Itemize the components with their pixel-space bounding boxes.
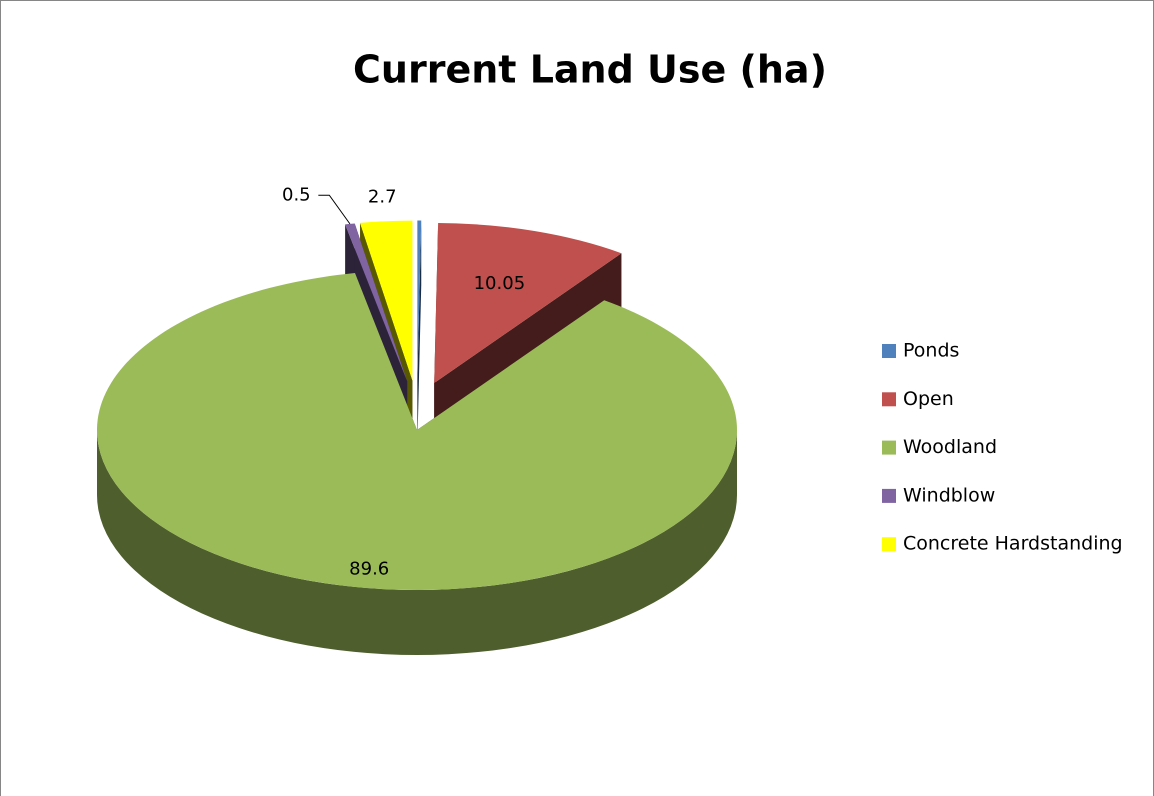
legend-swatch: [882, 488, 896, 503]
legend-swatch: [882, 344, 896, 358]
legend-swatch: [882, 440, 896, 455]
slice: [360, 220, 413, 381]
legend-label: Windblow: [903, 484, 995, 506]
slice: [434, 223, 622, 383]
leader-line: [318, 194, 351, 225]
chart-title: Current Land Use (ha): [353, 48, 827, 92]
data-label: 0.5: [282, 184, 311, 205]
data-label: 89.6: [349, 558, 389, 579]
data-label: 10.05: [474, 273, 526, 294]
slice: [345, 223, 408, 382]
pie: 10.05 89.6 0.5 2.7: [97, 184, 738, 655]
slice: [417, 220, 422, 381]
legend-swatch: [882, 392, 896, 407]
slice-side: [97, 430, 737, 655]
slice: [97, 273, 738, 591]
legend-label: Concrete Hardstanding: [903, 533, 1123, 555]
slice-wall: [417, 220, 422, 446]
legend: Ponds Open Woodland Windblow Concrete Hardst…: [882, 340, 1123, 555]
data-label: 2.7: [368, 186, 397, 207]
legend-swatch: [882, 537, 896, 552]
legend-label: Woodland: [903, 436, 997, 458]
legend-label: Ponds: [903, 340, 959, 362]
legend-label: Open: [903, 388, 954, 410]
